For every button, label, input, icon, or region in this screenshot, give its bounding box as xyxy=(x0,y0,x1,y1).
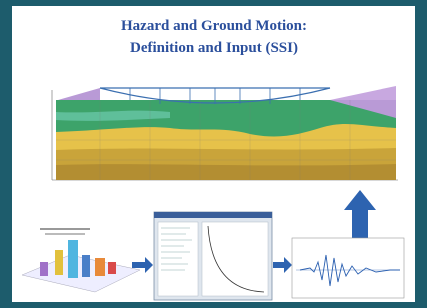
cross-section-figure xyxy=(52,86,398,180)
title-line: Hazard and Ground Motion: xyxy=(121,18,307,34)
title-line: Definition and Input (SSI) xyxy=(130,40,298,56)
software-screenshot-thumbnail xyxy=(154,212,272,300)
slide: Hazard and Ground Motion: Definition and… xyxy=(0,0,427,308)
page: {"header": {"title_lines": ["Hazard and … xyxy=(0,0,427,308)
seismogram-thumbnail xyxy=(292,238,404,298)
